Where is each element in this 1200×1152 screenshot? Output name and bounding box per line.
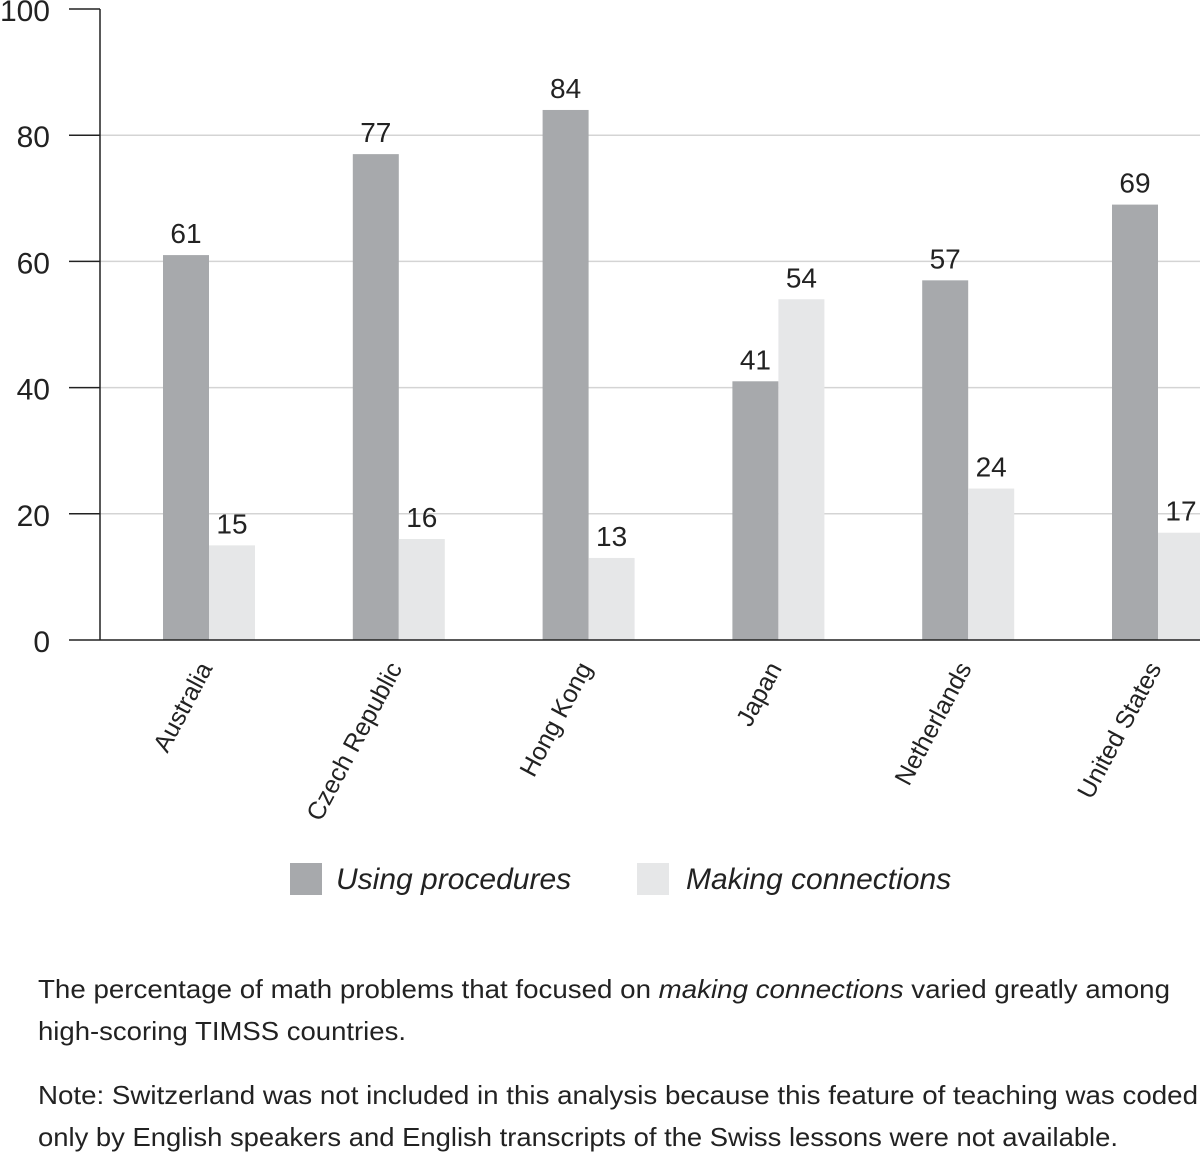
bar [163, 255, 209, 640]
legend: Using procedures Making connections [290, 863, 951, 896]
caption: The percentage of math problems that foc… [38, 974, 1198, 1152]
y-tick-label: 20 [17, 500, 50, 533]
legend-label: Making connections [686, 863, 951, 896]
gridlines [100, 134, 1200, 515]
caption-line-1: The percentage of math problems that foc… [38, 974, 1170, 1004]
y-tick-label: 80 [17, 121, 50, 154]
bar [542, 109, 589, 640]
bar [1158, 532, 1200, 640]
legend-label: Using procedures [336, 863, 571, 896]
legend-swatch [637, 863, 669, 895]
x-tick-label: Australia [148, 658, 218, 757]
data-label: 15 [216, 508, 247, 539]
note-line-2: only by English speakers and English tra… [38, 1122, 1118, 1152]
data-label: 84 [550, 73, 581, 104]
x-tick-label: Czech Republic [301, 658, 408, 826]
y-tick-label: 100 [0, 0, 50, 28]
x-tick-label: Japan [731, 658, 788, 731]
legend-swatch [290, 863, 322, 895]
data-label: 17 [1165, 496, 1196, 527]
data-label: 24 [976, 452, 1007, 483]
x-tick-label: Netherlands [889, 658, 977, 790]
note-line-1: Note: Switzerland was not included in th… [38, 1080, 1198, 1110]
bar [732, 381, 779, 640]
bar [588, 557, 635, 640]
x-tick-label: Hong Kong [514, 658, 597, 782]
bar [352, 154, 399, 640]
data-label: 16 [406, 502, 437, 533]
bars: 61 15 77 16 84 13 41 54 57 24 69 17 [163, 73, 1200, 641]
data-label: 57 [930, 243, 961, 274]
y-axis: 0 20 40 60 80 100 [0, 0, 1200, 659]
data-label: 77 [360, 117, 391, 148]
y-tick-label: 40 [17, 374, 50, 407]
bar [968, 488, 1015, 640]
bar [398, 539, 445, 640]
data-label: 41 [740, 344, 771, 375]
data-label: 13 [596, 521, 627, 552]
x-tick-label: United States [1072, 658, 1167, 804]
bar [209, 545, 255, 640]
data-label: 61 [170, 218, 201, 249]
bar [778, 299, 825, 640]
bar [922, 280, 969, 640]
data-label: 54 [786, 262, 817, 293]
bar [1112, 204, 1158, 641]
y-tick-label: 0 [33, 626, 50, 659]
x-axis-labels: Australia Czech Republic Hong Kong Japan Net… [148, 658, 1167, 826]
y-tick-label: 60 [17, 247, 50, 280]
data-label: 69 [1119, 168, 1150, 199]
caption-line-2: high-scoring TIMSS countries. [38, 1016, 406, 1046]
